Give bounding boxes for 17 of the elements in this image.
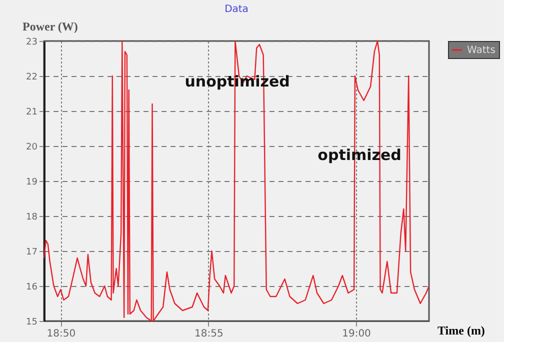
y-tick-label: 21	[26, 108, 38, 118]
y-tick-label: 18	[26, 212, 38, 222]
y-axis-title: Power (W)	[22, 20, 78, 34]
chart-title: Data	[224, 4, 248, 15]
y-tick-label: 15	[26, 318, 38, 328]
y-tick-label: 20	[26, 142, 38, 152]
y-tick-label: 19	[26, 178, 38, 188]
y-tick-label: 22	[26, 72, 38, 82]
y-tick-label: 17	[26, 248, 38, 258]
x-tick-label: 18:50	[46, 328, 76, 340]
legend-label: Watts	[467, 45, 496, 56]
x-tick-label: 19:00	[342, 328, 371, 340]
y-tick-label: 23	[26, 38, 38, 48]
x-tick-label: 18:55	[194, 328, 224, 340]
y-tick-label: 16	[26, 282, 38, 292]
x-axis-title: Time (m)	[438, 324, 485, 338]
line-series	[43, 40, 430, 322]
